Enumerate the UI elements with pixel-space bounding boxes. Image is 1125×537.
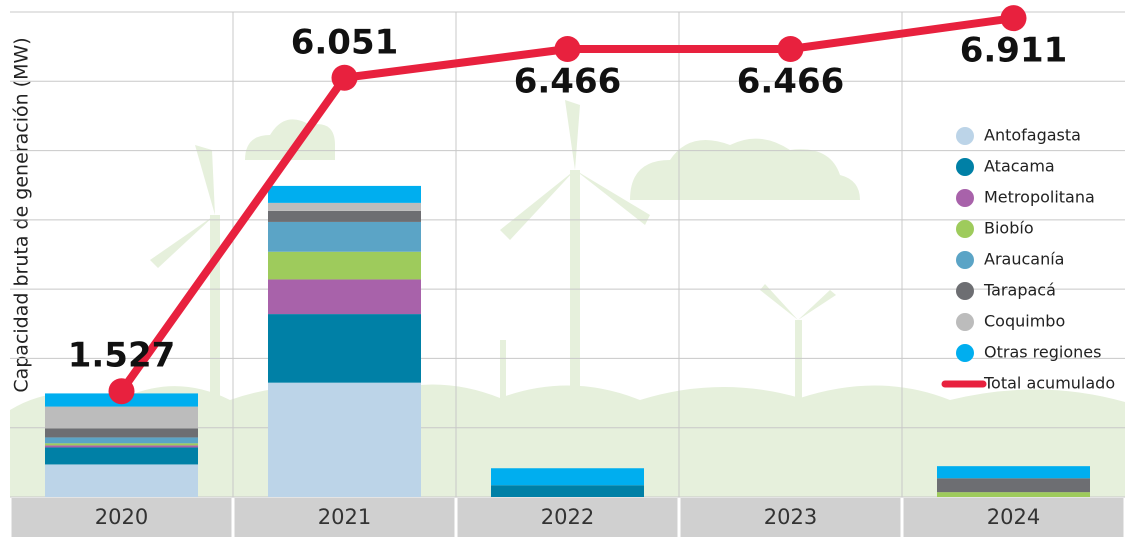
bar-segment: [491, 485, 644, 497]
legend-swatch: [956, 344, 974, 362]
bar-segment: [937, 466, 1090, 478]
data-label: 6.051: [291, 22, 399, 62]
x-tick-label: 2023: [764, 505, 817, 529]
bar-segment: [45, 464, 198, 497]
bar-segment: [268, 252, 421, 280]
bar-segment: [491, 468, 644, 485]
legend-swatch: [956, 127, 974, 145]
bar-segment: [45, 443, 198, 445]
bar-segment: [268, 211, 421, 222]
total-point: [332, 65, 358, 91]
legend-label: Otras regiones: [984, 343, 1101, 362]
legend-label: Total acumulado: [983, 374, 1115, 393]
bar-segment: [45, 437, 198, 443]
bar-segment: [268, 314, 421, 383]
bar-segment: [45, 407, 198, 429]
bar-segment: [937, 478, 1090, 492]
total-point: [109, 378, 135, 404]
x-axis: 2020 2021 2022 2023 2024: [12, 498, 1124, 537]
data-label: 6.911: [960, 31, 1068, 71]
legend-label: Atacama: [984, 157, 1055, 176]
legend-label: Coquimbo: [984, 312, 1065, 331]
legend-swatch: [956, 313, 974, 331]
x-tick-label: 2021: [318, 505, 371, 529]
chart: Capacidad bruta de generación (MW) 1.527…: [0, 0, 1125, 537]
bar-segment: [268, 383, 421, 497]
bar-segment: [268, 279, 421, 314]
legend-label: Metropolitana: [984, 188, 1095, 207]
legend-swatch: [956, 251, 974, 269]
legend: Antofagasta Atacama Metropolitana Biobío Ara…: [945, 126, 1115, 393]
bar-segment: [45, 445, 198, 447]
x-tick-label: 2022: [541, 505, 594, 529]
data-label: 1.527: [68, 336, 176, 376]
bar-segment: [268, 222, 421, 252]
legend-label: Biobío: [984, 219, 1034, 238]
data-label: 6.466: [514, 61, 622, 101]
legend-swatch: [956, 282, 974, 300]
legend-label: Antofagasta: [984, 126, 1081, 145]
bar-segment: [937, 492, 1090, 497]
y-axis-label: Capacidad bruta de generación (MW): [11, 37, 33, 392]
total-point: [555, 36, 581, 62]
legend-label: Tarapacá: [983, 281, 1056, 300]
legend-swatch: [956, 158, 974, 176]
bar-segment: [268, 203, 421, 211]
x-tick-label: 2024: [987, 505, 1040, 529]
data-label: 6.466: [737, 61, 845, 101]
bar-segment: [45, 447, 198, 464]
total-point: [1001, 5, 1027, 31]
x-tick-label: 2020: [95, 505, 148, 529]
legend-swatch: [956, 220, 974, 238]
legend-swatch: [956, 189, 974, 207]
legend-label: Araucanía: [984, 250, 1064, 269]
bar-segment: [45, 428, 198, 437]
bar-segment: [268, 186, 421, 203]
total-point: [778, 36, 804, 62]
